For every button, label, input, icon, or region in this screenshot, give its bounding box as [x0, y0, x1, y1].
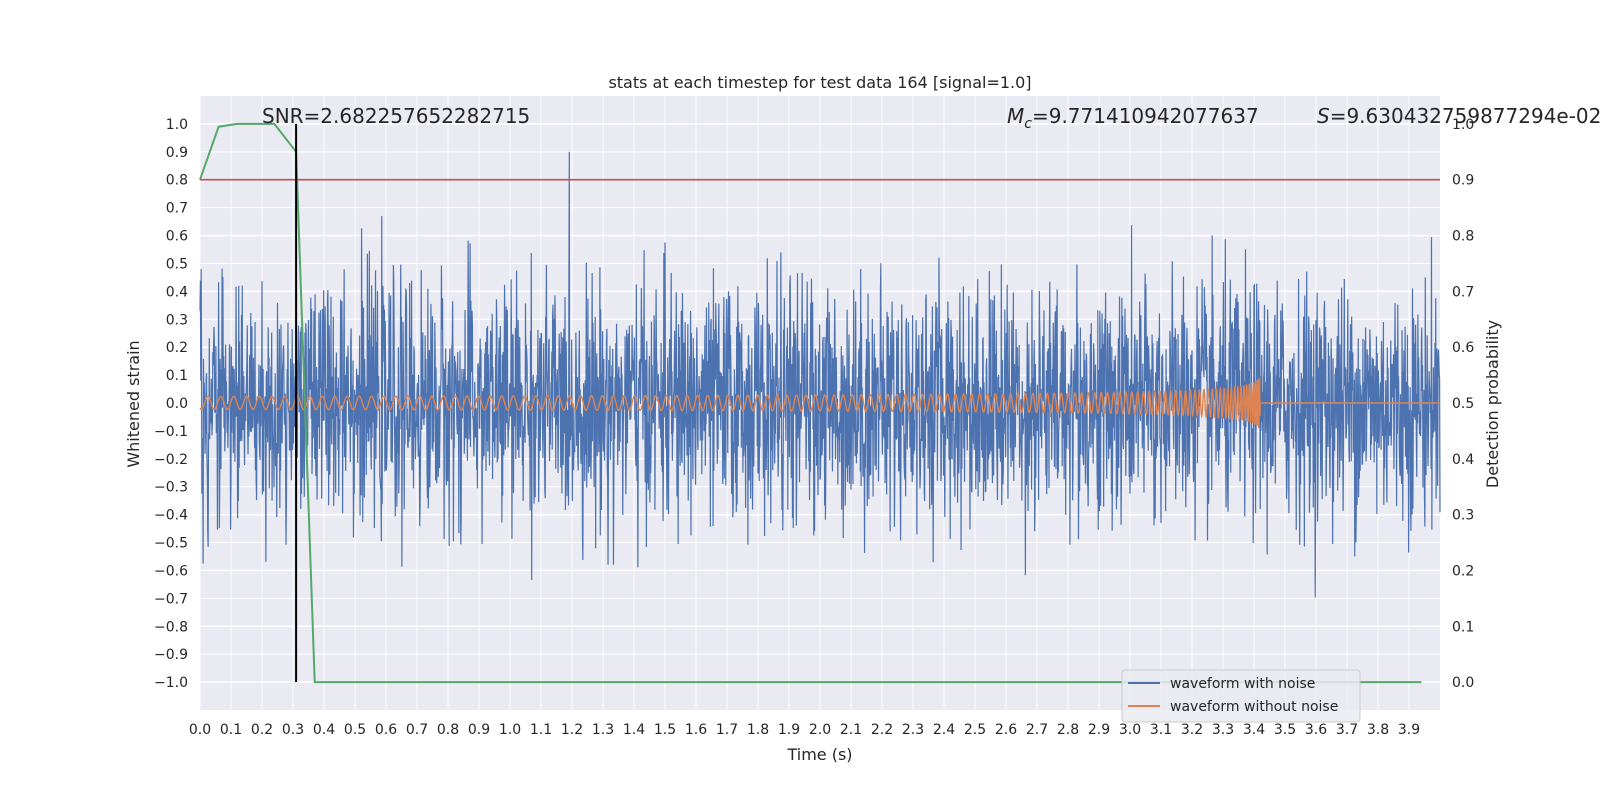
x-tick-label: 3.6	[1305, 722, 1327, 738]
x-tick-label: 1.1	[530, 722, 552, 738]
x-tick-label: 0.8	[437, 722, 459, 738]
y-left-tick-label: 0.3	[166, 312, 188, 328]
x-tick-label: 3.1	[1150, 722, 1172, 738]
y-right-tick-label: 0.7	[1452, 284, 1474, 300]
x-axis-ticks: 0.0 0.1 0.2 0.3 0.4 0.5 0.6 0.7 0.8 0.9 1.0 1.1 1.2 1…	[189, 722, 1420, 738]
series-waveform-without-noise	[199, 377, 1440, 429]
y-left-tick-label: 0.5	[166, 256, 188, 272]
x-tick-label: 3.0	[1119, 722, 1141, 738]
y-axis-left-ticks: 1.0 0.9 0.8 0.7 0.6 0.5 0.4 0.3 0.2 0.1 0.0 −0.1 −0.…	[154, 117, 188, 691]
x-tick-label: 2.1	[840, 722, 862, 738]
x-tick-label: 1.2	[561, 722, 583, 738]
x-tick-label: 2.6	[995, 722, 1017, 738]
x-tick-label: 3.2	[1181, 722, 1203, 738]
s-symbol: S	[1317, 104, 1330, 128]
y-left-tick-label: −0.5	[154, 536, 188, 552]
y-left-tick-label: 0.9	[166, 145, 188, 161]
y-right-tick-label: 0.3	[1452, 508, 1474, 524]
x-tick-label: 0.4	[313, 722, 335, 738]
y-left-tick-label: −0.2	[154, 452, 188, 468]
x-tick-label: 2.8	[1057, 722, 1079, 738]
y-right-tick-label: 0.0	[1452, 675, 1474, 691]
y-right-tick-label: 0.1	[1452, 619, 1474, 635]
x-tick-label: 3.9	[1398, 722, 1420, 738]
x-tick-label: 3.7	[1336, 722, 1358, 738]
x-tick-label: 3.8	[1367, 722, 1389, 738]
y-right-tick-label: 0.9	[1452, 173, 1474, 189]
y-left-tick-label: −1.0	[154, 675, 188, 691]
y-left-tick-label: 1.0	[166, 117, 188, 133]
mc-annotation: Mc=9.771410942077637	[1007, 104, 1259, 132]
y-left-tick-label: −0.4	[154, 508, 188, 524]
x-tick-label: 2.4	[933, 722, 955, 738]
x-tick-label: 0.7	[406, 722, 428, 738]
mc-symbol: M	[1007, 104, 1024, 128]
y-right-tick-label: 0.2	[1452, 563, 1474, 579]
y-axis-right-title: Detection probability	[1483, 320, 1502, 488]
y-left-tick-label: 0.0	[166, 396, 188, 412]
x-tick-label: 2.5	[964, 722, 986, 738]
x-tick-label: 3.3	[1212, 722, 1234, 738]
x-tick-label: 0.0	[189, 722, 211, 738]
x-tick-label: 1.4	[623, 722, 645, 738]
y-right-tick-label: 0.4	[1452, 452, 1474, 468]
y-right-tick-label: 1.0	[1452, 117, 1474, 133]
x-tick-label: 2.3	[902, 722, 924, 738]
x-tick-label: 3.4	[1243, 722, 1265, 738]
y-left-tick-label: −0.6	[154, 563, 188, 579]
y-left-tick-label: 0.8	[166, 173, 188, 189]
x-tick-label: 2.7	[1026, 722, 1048, 738]
line-waveform-with-noise	[199, 151, 1441, 598]
y-axis-right-ticks: 1.0 0.9 0.8 0.7 0.6 0.5 0.4 0.3 0.2 0.1 0.0	[1452, 117, 1474, 691]
x-tick-label: 1.6	[685, 722, 707, 738]
x-tick-label: 1.7	[716, 722, 738, 738]
x-tick-label: 1.3	[592, 722, 614, 738]
series-detection-probability	[199, 122, 1422, 684]
x-tick-label: 1.9	[778, 722, 800, 738]
legend-label-noise: waveform with noise	[1170, 676, 1315, 692]
x-tick-label: 3.5	[1274, 722, 1296, 738]
s-value: =9.630432759877294e-02	[1330, 104, 1600, 128]
x-tick-label: 0.9	[468, 722, 490, 738]
y-left-tick-label: −0.7	[154, 591, 188, 607]
snr-annotation: SNR=2.682257652282715	[262, 104, 530, 128]
x-tick-label: 0.2	[251, 722, 273, 738]
x-tick-label: 2.9	[1088, 722, 1110, 738]
overlays	[200, 123, 1440, 683]
mc-subscript: c	[1024, 116, 1032, 132]
y-left-tick-label: −0.8	[154, 619, 188, 635]
y-right-tick-label: 0.8	[1452, 229, 1474, 245]
y-left-tick-label: −0.1	[154, 424, 188, 440]
y-left-tick-label: 0.7	[166, 201, 188, 217]
legend-label-clean: waveform without noise	[1170, 699, 1338, 715]
y-left-tick-label: 0.1	[166, 368, 188, 384]
y-left-tick-label: 0.6	[166, 229, 188, 245]
legend: waveform with noise waveform without noi…	[1121, 669, 1361, 723]
y-axis-left-title: Whitened strain	[124, 340, 143, 467]
x-tick-label: 0.5	[344, 722, 366, 738]
x-tick-label: 2.0	[809, 722, 831, 738]
y-left-tick-label: −0.9	[154, 647, 188, 663]
line-waveform-without-noise	[199, 377, 1440, 429]
x-axis-title: Time (s)	[786, 745, 852, 764]
mc-value: =9.771410942077637	[1032, 104, 1259, 128]
x-tick-label: 0.6	[375, 722, 397, 738]
x-tick-label: 0.3	[282, 722, 304, 738]
y-left-tick-label: −0.3	[154, 480, 188, 496]
legend-box	[1121, 669, 1361, 723]
y-left-tick-label: 0.2	[166, 340, 188, 356]
x-tick-label: 0.1	[220, 722, 242, 738]
line-detection-probability	[199, 122, 1422, 684]
y-right-tick-label: 0.5	[1452, 396, 1474, 412]
y-right-tick-label: 0.6	[1452, 340, 1474, 356]
y-left-tick-label: 0.4	[166, 284, 188, 300]
s-annotation: S=9.630432759877294e-02	[1317, 104, 1600, 128]
x-tick-label: 1.0	[499, 722, 521, 738]
x-tick-label: 2.2	[871, 722, 893, 738]
x-tick-label: 1.8	[747, 722, 769, 738]
x-tick-label: 1.5	[654, 722, 676, 738]
chart-title: stats at each timestep for test data 164…	[608, 73, 1031, 92]
series-waveform-with-noise	[199, 151, 1441, 598]
